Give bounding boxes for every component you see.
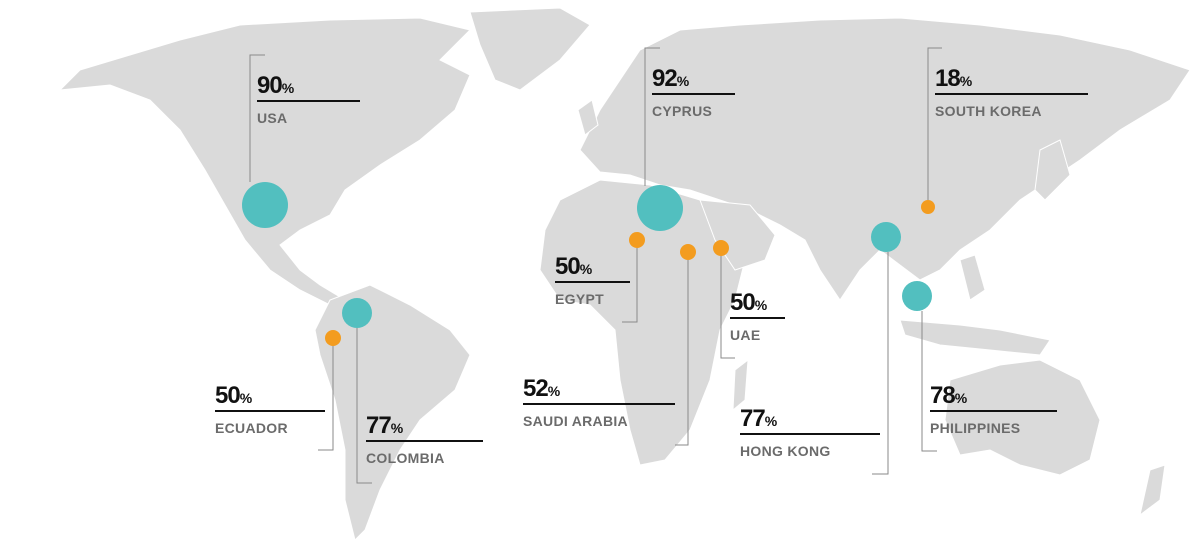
uk xyxy=(577,99,599,136)
value-unit: % xyxy=(548,383,561,399)
value-label: 50% xyxy=(215,382,253,409)
value-label: 92% xyxy=(652,65,690,92)
value-label: 77% xyxy=(366,412,404,439)
north-america xyxy=(58,17,471,306)
value-number: 18 xyxy=(935,65,960,92)
value-number: 50 xyxy=(215,382,240,409)
marker-dot xyxy=(713,240,729,256)
marker-dot xyxy=(242,182,288,228)
value-unit: % xyxy=(282,80,295,96)
value-number: 77 xyxy=(740,405,765,432)
value-number: 52 xyxy=(523,375,548,402)
value-label: 77% xyxy=(740,405,778,432)
value-unit: % xyxy=(960,73,973,89)
leader-line xyxy=(720,256,735,359)
leader-line xyxy=(921,311,937,452)
marker-dot xyxy=(871,222,901,252)
country-label: ECUADOR xyxy=(215,420,288,436)
greenland xyxy=(469,7,591,91)
leader-line xyxy=(927,47,942,200)
leader-line xyxy=(318,346,334,451)
marker-dot xyxy=(680,244,696,260)
value-unit: % xyxy=(765,413,778,429)
markers: 90% USA 92% CYPRUS 18% SOUTH KOREA 50% EGYPT 52%… xyxy=(215,47,1088,484)
land xyxy=(58,7,1191,541)
country-label: SOUTH KOREA xyxy=(935,103,1042,119)
madagascar xyxy=(732,358,749,412)
country-label: EGYPT xyxy=(555,291,604,307)
philippines-islands xyxy=(959,254,986,301)
marker-dot xyxy=(921,200,935,214)
leader-line xyxy=(644,47,660,186)
arabia xyxy=(699,199,776,271)
value-unit: % xyxy=(240,390,253,406)
leader-line xyxy=(249,54,265,182)
country-label: UAE xyxy=(730,327,760,343)
country-label: USA xyxy=(257,110,287,126)
country-label: COLOMBIA xyxy=(366,450,445,466)
south-america xyxy=(314,284,471,541)
value-unit: % xyxy=(955,390,968,406)
value-number: 78 xyxy=(930,382,955,409)
value-number: 92 xyxy=(652,65,677,92)
indonesia xyxy=(899,319,1051,356)
value-unit: % xyxy=(580,261,593,277)
country-label: HONG KONG xyxy=(740,443,831,459)
marker-dot xyxy=(629,232,645,248)
value-number: 77 xyxy=(366,412,391,439)
value-number: 90 xyxy=(257,72,282,99)
japan xyxy=(1034,139,1071,201)
marker-dot xyxy=(342,298,372,328)
value-unit: % xyxy=(677,73,690,89)
value-label: 50% xyxy=(555,253,593,280)
leader-line xyxy=(622,248,638,323)
value-number: 50 xyxy=(730,289,755,316)
value-number: 50 xyxy=(555,253,580,280)
value-label: 50% xyxy=(730,289,768,316)
leader-line xyxy=(872,252,889,475)
australia xyxy=(944,359,1101,476)
leader-line xyxy=(356,328,372,484)
country-label: SAUDI ARABIA xyxy=(523,413,628,429)
value-label: 52% xyxy=(523,375,561,402)
new-zealand xyxy=(1139,464,1166,517)
country-label: PHILIPPINES xyxy=(930,420,1020,436)
country-label: CYPRUS xyxy=(652,103,712,119)
value-unit: % xyxy=(391,420,404,436)
value-unit: % xyxy=(755,297,768,313)
value-label: 78% xyxy=(930,382,968,409)
value-label: 18% xyxy=(935,65,973,92)
value-label: 90% xyxy=(257,72,295,99)
marker-dot xyxy=(902,281,932,311)
marker-dot xyxy=(637,185,683,231)
leader-line xyxy=(675,260,689,446)
marker-dot xyxy=(325,330,341,346)
